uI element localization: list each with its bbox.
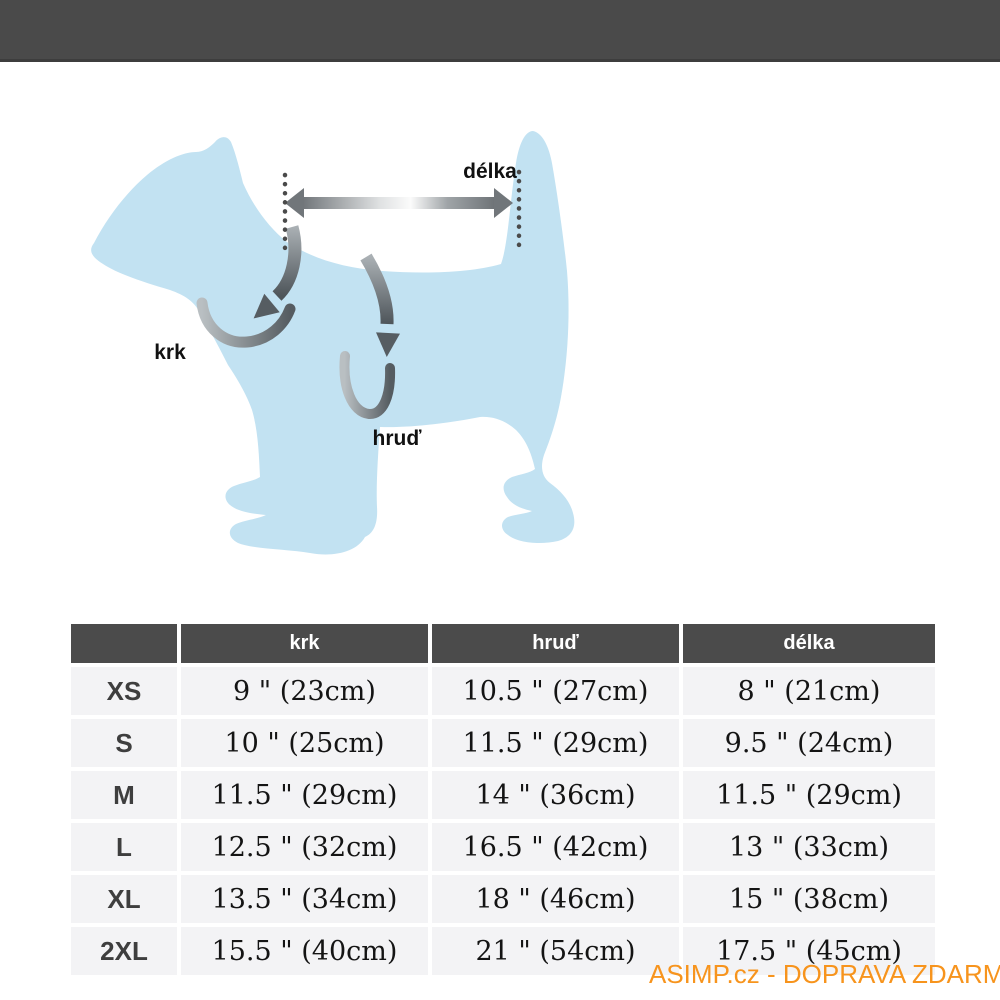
neck-band [196, 297, 296, 348]
chest-band [339, 351, 396, 419]
neck-arrowhead-icon [253, 293, 280, 319]
table-header-size [71, 624, 177, 663]
m-krk-value: 11.5 " (29cm) [181, 771, 428, 819]
xl-krk-value: 13.5 " (34cm) [181, 875, 428, 923]
m-delka-value: 11.5 " (29cm) [683, 771, 935, 819]
xs-delka-value: 8 " (21cm) [683, 667, 935, 715]
dog-measurement-diagram: délka krk hruď [80, 125, 600, 575]
size-label-xl: XL [71, 875, 177, 923]
table-header-krk: krk [181, 624, 428, 663]
2xl-krk-value: 15.5 " (40cm) [181, 927, 428, 975]
dog-silhouette [91, 131, 575, 555]
chest-label: hruď [372, 427, 422, 450]
size-label-l: L [71, 823, 177, 871]
size-label-2xl: 2XL [71, 927, 177, 975]
xs-krk-value: 9 " (23cm) [181, 667, 428, 715]
size-label-m: M [71, 771, 177, 819]
l-krk-value: 12.5 " (32cm) [181, 823, 428, 871]
table-header-delka: délka [683, 624, 935, 663]
l-delka-value: 13 " (33cm) [683, 823, 935, 871]
s-krk-value: 10 " (25cm) [181, 719, 428, 767]
m-hrud-value: 14 " (36cm) [432, 771, 679, 819]
s-hrud-value: 11.5 " (29cm) [432, 719, 679, 767]
length-arrow-shaft [302, 197, 496, 209]
chest-arrow-shaft [360, 253, 394, 325]
size-label-xs: XS [71, 667, 177, 715]
table-header-hrud: hruď [432, 624, 679, 663]
dog-illustration [91, 131, 575, 555]
length-arrowhead-right-icon [494, 188, 513, 218]
xl-hrud-value: 18 " (46cm) [432, 875, 679, 923]
top-header-bar [0, 0, 1000, 62]
neck-arrow-shaft [272, 225, 302, 301]
xs-hrud-value: 10.5 " (27cm) [432, 667, 679, 715]
size-label-s: S [71, 719, 177, 767]
neck-label: krk [154, 341, 186, 364]
xl-delka-value: 15 " (38cm) [683, 875, 935, 923]
2xl-delka-value: 17.5 " (45cm) [683, 927, 935, 975]
length-label: délka [463, 160, 517, 183]
s-delka-value: 9.5 " (24cm) [683, 719, 935, 767]
l-hrud-value: 16.5 " (42cm) [432, 823, 679, 871]
size-table: krk hruď délka XS 9 " (23cm) 10.5 " (27c… [71, 624, 935, 975]
chest-arrowhead-icon [376, 332, 400, 357]
2xl-hrud-value: 21 " (54cm) [432, 927, 679, 975]
length-arrowhead-left-icon [285, 188, 304, 218]
promo-watermark: ASIMP.cz - DOPRAVA ZDARMA [649, 959, 1000, 989]
